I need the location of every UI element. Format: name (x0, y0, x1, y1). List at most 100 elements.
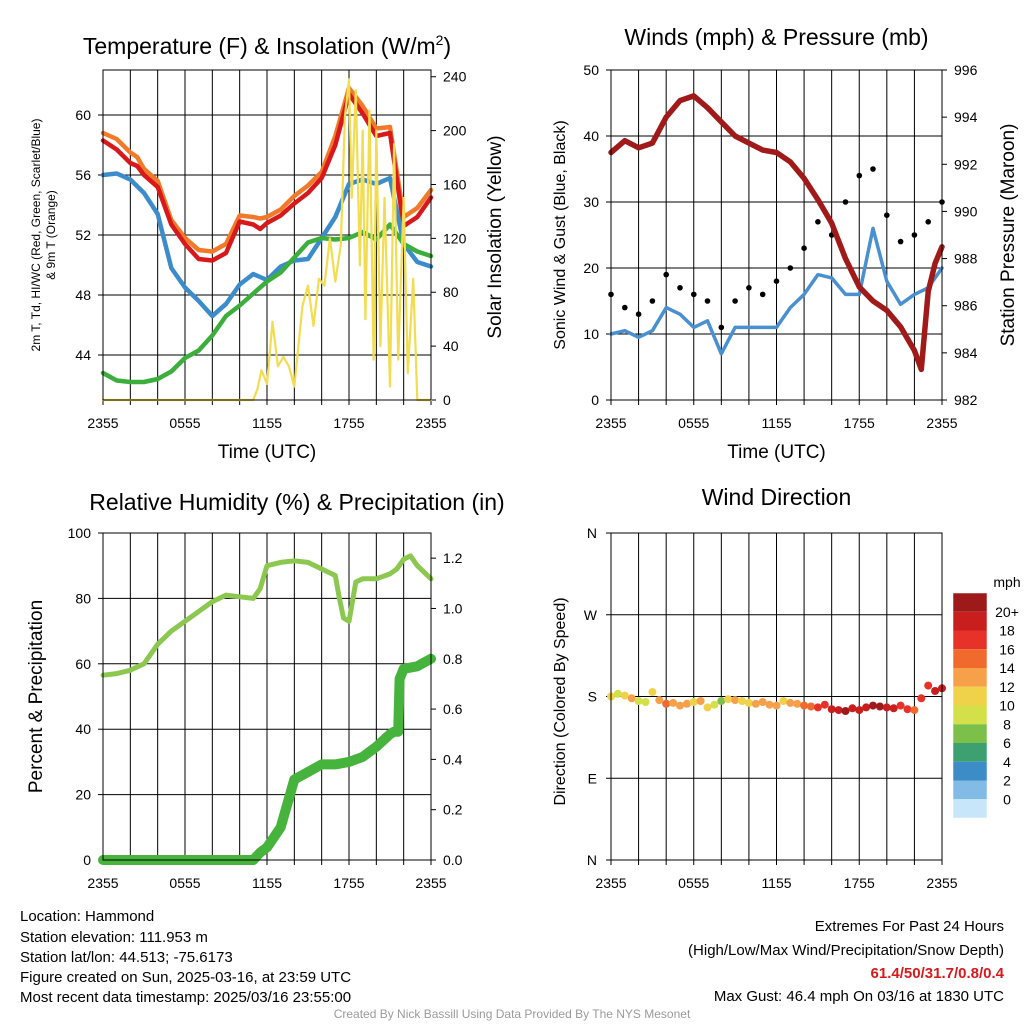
y2-tick-label: 1.2 (443, 550, 463, 566)
chart-title: Winds (mph) & Pressure (mb) (624, 24, 928, 50)
direction-point (765, 700, 774, 709)
winds-pressure-chart: 2355 0555 1155 1755 2355 0 10 20 30 40 50 982 984 986… (552, 24, 1019, 463)
y-tick-label: 10 (583, 326, 599, 342)
colorbar-label: 14 (999, 660, 1015, 676)
direction-point (855, 706, 864, 715)
humidity-precip-chart: 2355 0555 1155 1755 2355 0 20 40 60 80 100 0.0 0.2 0.… (26, 489, 505, 891)
footer-created: Figure created on Sun, 2025-03-16, at 23… (20, 969, 352, 986)
colorbar-frame (952, 592, 988, 819)
gust-point (801, 245, 807, 251)
gust-point (635, 311, 642, 318)
x-axis-label: Time (UTC) (218, 442, 317, 463)
x-tick-label: 2355 (415, 875, 446, 891)
y-tick-label: S (588, 689, 597, 705)
x-tick-label: 1155 (761, 875, 791, 891)
y2-tick-label: 984 (954, 345, 978, 361)
direction-point (717, 697, 726, 705)
y2-axis-label: Solar Insolation (Yellow) (485, 135, 506, 338)
direction-point (800, 701, 809, 710)
colorbar-segment (953, 724, 987, 743)
direction-point (703, 703, 712, 712)
gust-point (691, 291, 697, 298)
gust-point (842, 199, 849, 205)
colorbar-label: 6 (1003, 735, 1011, 751)
y-tick-label: 40 (75, 721, 91, 737)
direction-point (779, 697, 788, 705)
y2-tick-label: 80 (443, 284, 459, 300)
gust-point (677, 285, 683, 291)
direction-point (910, 706, 919, 715)
x-tick-label: 0555 (169, 875, 200, 891)
y2-tick-label: 992 (954, 156, 978, 172)
x-tick-label: 2355 (87, 875, 118, 891)
y-tick-label: W (584, 607, 598, 623)
x-tick-label: 1155 (252, 875, 282, 891)
y-tick-label: E (588, 770, 597, 786)
y2-tick-label: 0.8 (443, 651, 463, 667)
gust-point (787, 265, 794, 271)
y2-tick-label: 0.4 (443, 751, 463, 767)
direction-point (634, 697, 643, 705)
y-tick-label: 0 (591, 392, 599, 408)
direction-point (793, 699, 802, 708)
y2-tick-label: 120 (443, 230, 467, 246)
y2-tick-label: 994 (954, 109, 978, 125)
y-axis-label-line2: & 9m T (Orange) (44, 190, 58, 280)
colorbar-segment (953, 743, 987, 762)
direction-point (772, 701, 781, 710)
direction-point (682, 699, 691, 708)
y-axis-label: Percent & Precipitation (26, 600, 47, 793)
colorbar-label: 16 (999, 641, 1015, 657)
x-tick-label: 2355 (926, 415, 957, 431)
y2-tick-label: 988 (954, 251, 978, 267)
chart-title: Relative Humidity (%) & Precipitation (i… (89, 489, 504, 515)
y2-tick-label: 160 (443, 176, 467, 192)
y-tick-label: 52 (75, 227, 91, 243)
y-tick-label: 60 (75, 656, 91, 672)
y-tick-label: 60 (75, 107, 91, 123)
direction-point (882, 703, 891, 712)
x-tick-label: 1755 (844, 415, 875, 431)
y-tick-label: 48 (75, 287, 91, 303)
direction-point (710, 700, 719, 709)
direction-point (648, 688, 657, 696)
direction-point (924, 681, 933, 690)
extremes-values: 61.4/50/31.7/0.8/0.4 (870, 965, 1004, 982)
chart-title-superscript: 2 (436, 32, 444, 48)
direction-point (676, 701, 684, 710)
footer-latlon: Station lat/lon: 44.513; -75.6173 (20, 949, 233, 966)
gust-point (870, 166, 876, 172)
colorbar-segment (953, 780, 987, 800)
direction-point (875, 702, 884, 711)
x-tick-label: 0555 (678, 415, 709, 431)
footer-elevation: Station elevation: 111.953 m (20, 929, 208, 946)
y2-tick-label: 1.0 (443, 600, 463, 616)
gust-point (663, 271, 669, 278)
direction-point (786, 698, 795, 707)
y-tick-label: 30 (583, 194, 599, 210)
plot-frame (102, 532, 432, 861)
gust-point (759, 291, 766, 298)
direction-point (655, 696, 664, 705)
gust-point (897, 238, 904, 245)
gust-point (718, 324, 725, 331)
direction-point (813, 703, 822, 712)
gust-point (856, 172, 863, 179)
y-tick-label: N (587, 525, 597, 541)
y-tick-label: 40 (583, 128, 599, 144)
gust-point (746, 285, 752, 291)
colorbar-label: 8 (1003, 716, 1011, 732)
direction-point (758, 698, 767, 706)
colorbar-segment (953, 668, 987, 687)
direction-point (689, 698, 698, 706)
y-tick-label: 44 (75, 347, 91, 363)
direction-point (903, 705, 912, 714)
x-tick-label: 2355 (926, 875, 957, 891)
gust-point (884, 212, 890, 218)
chart-title-main: Temperature (F) & Insolation (W/m (83, 33, 436, 59)
y2-axis-label: Station Pressure (Maroon) (998, 124, 1019, 347)
gust-point (815, 219, 821, 225)
y2-tick-label: 200 (443, 123, 467, 139)
colorbar-segment (953, 705, 987, 725)
y2-tick-label: 240 (443, 69, 467, 85)
